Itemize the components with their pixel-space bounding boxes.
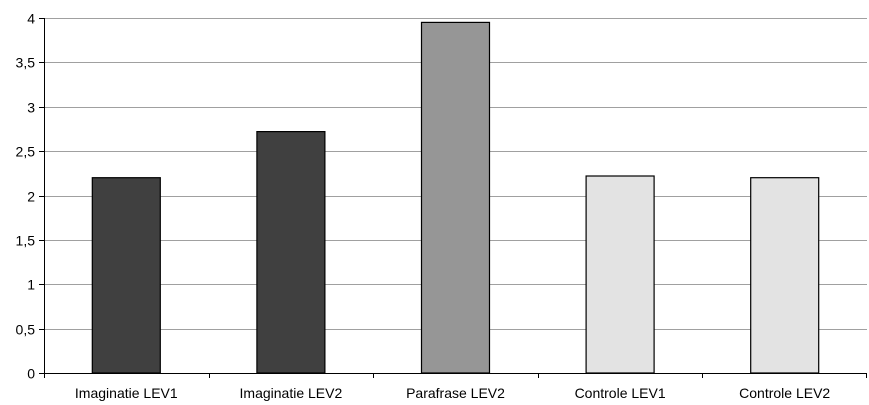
bar-0: [91, 177, 161, 374]
y-axis-ticks: 0 0,5 1 1,5 2 2,5 3 3,5 4: [16, 11, 44, 382]
y-tick-label-3: 1,5: [16, 233, 36, 249]
y-tick-label-1: 0,5: [16, 322, 36, 338]
y-tick-label-6: 3: [27, 100, 35, 116]
x-tick-label-4: Controle LEV2: [739, 385, 830, 401]
y-tick-label-0: 0: [27, 366, 35, 382]
bar-4: [750, 177, 820, 374]
bar-1: [256, 131, 326, 374]
x-tick-label-0: Imaginatie LEV1: [75, 385, 178, 401]
bars: [91, 21, 820, 374]
y-tick-label-8: 4: [27, 11, 35, 27]
bar-2: [420, 21, 491, 374]
y-tick-label-2: 1: [27, 277, 35, 293]
y-tick-label-7: 3,5: [16, 55, 36, 71]
axes: [44, 18, 867, 378]
x-axis-labels: Imaginatie LEV1 Imaginatie LEV2 Parafrase …: [75, 385, 831, 401]
x-tick-label-1: Imaginatie LEV2: [240, 385, 343, 401]
bar-3: [585, 175, 655, 374]
x-tick-label-3: Controle LEV1: [575, 385, 666, 401]
x-tick-label-2: Parafrase LEV2: [406, 385, 505, 401]
y-tick-label-4: 2: [27, 189, 35, 205]
y-tick-label-5: 2,5: [16, 144, 36, 160]
